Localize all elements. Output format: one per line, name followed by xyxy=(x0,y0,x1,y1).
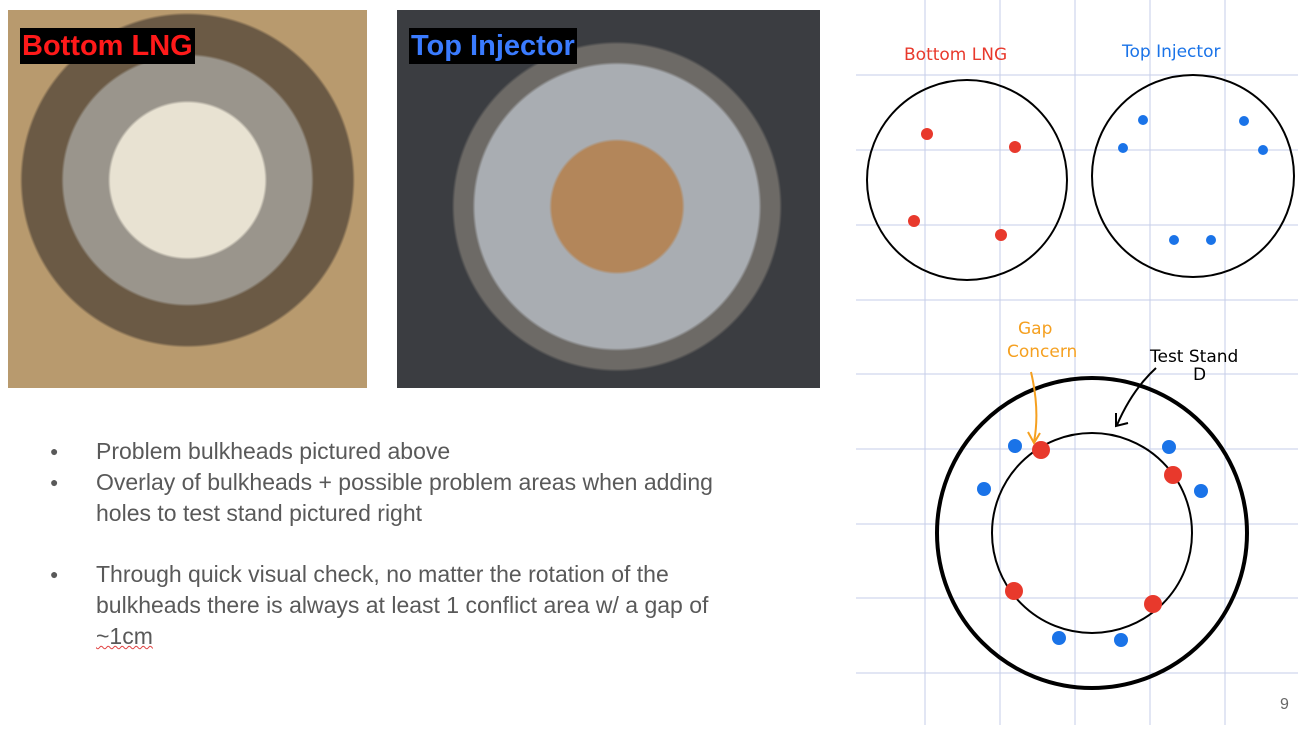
top-injector-circle xyxy=(1091,74,1295,278)
test-stand-label: Test Stand xyxy=(1149,347,1238,367)
gap-concern-label: Concern xyxy=(1007,342,1077,362)
page-number: 9 xyxy=(1280,696,1289,713)
photo-label: Bottom LNG xyxy=(20,28,195,64)
bottom-lng-holes xyxy=(908,128,1021,241)
photo-label: Top Injector xyxy=(409,28,577,64)
test-stand-arrow-icon xyxy=(1115,367,1157,428)
overlay-red-holes xyxy=(1005,441,1182,613)
bullet-item: Overlay of bulkheads + possible problem … xyxy=(50,467,730,529)
bottom-lng-sketch-label: Bottom LNG xyxy=(904,45,1007,65)
test-stand-inner-circle xyxy=(991,432,1193,634)
bullet-text: Through quick visual check, no matter th… xyxy=(96,561,709,618)
top-injector-photo: Top Injector xyxy=(397,10,820,388)
overlay-blue-holes xyxy=(977,439,1208,647)
bullet-list: Problem bulkheads pictured above Overlay… xyxy=(50,436,730,652)
gap-concern-label: Gap xyxy=(1018,319,1052,339)
top-injector-holes xyxy=(1118,115,1268,245)
top-injector-sketch-label: Top Injector xyxy=(1121,42,1220,62)
gap-concern-arrow-icon xyxy=(1027,371,1041,446)
test-stand-outer-circle xyxy=(935,376,1249,690)
test-stand-label: D xyxy=(1193,365,1206,385)
spellcheck-word[interactable]: ~1cm xyxy=(96,623,153,649)
bottom-lng-photo: Bottom LNG xyxy=(8,10,367,388)
bottom-lng-circle xyxy=(866,79,1068,281)
bullet-item: Problem bulkheads pictured above xyxy=(50,436,730,467)
bullet-item: Through quick visual check, no matter th… xyxy=(50,559,730,652)
